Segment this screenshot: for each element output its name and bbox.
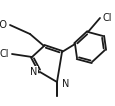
Text: Cl: Cl xyxy=(0,49,9,59)
Text: HO: HO xyxy=(0,20,7,30)
Text: N: N xyxy=(29,67,37,77)
Text: N: N xyxy=(61,79,69,89)
Text: Cl: Cl xyxy=(102,13,112,23)
